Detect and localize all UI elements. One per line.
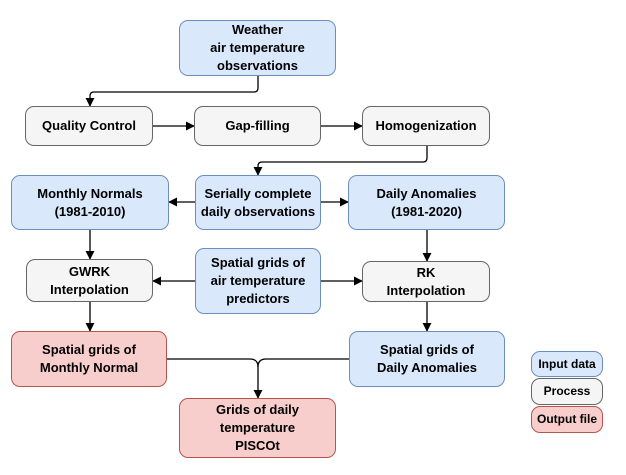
node-weather-observations: Weather air temperature observations (179, 20, 336, 76)
node-spatial-predictors: Spatial grids of air temperature predict… (195, 248, 321, 314)
node-gwrk-interpolation: GWRK Interpolation (26, 259, 153, 302)
node-pisco-output: Grids of daily temperature PISCOt (179, 398, 336, 458)
node-homogenization: Homogenization (362, 106, 490, 146)
arrow-grids-monthly-to-output (167, 358, 263, 399)
node-serially-complete: Serially complete daily observations (195, 175, 321, 230)
node-grids-daily-anomalies: Spatial grids of Daily Anomalies (349, 331, 505, 387)
node-monthly-normals: Monthly Normals (1981-2010) (11, 175, 169, 230)
node-quality-control: Quality Control (25, 106, 153, 146)
arrow-weather-to-qc (85, 76, 259, 107)
legend-output-file: Output file (531, 406, 603, 433)
node-gap-filling: Gap-filling (194, 106, 321, 146)
legend-process: Process (531, 378, 603, 405)
node-daily-anomalies: Daily Anomalies (1981-2020) (348, 175, 505, 230)
node-grids-monthly-normal: Spatial grids of Monthly Normal (11, 331, 167, 387)
legend-input-data: Input data (531, 351, 603, 377)
node-rk-interpolation: RK Interpolation (362, 261, 490, 302)
arrow-grids-daily-join (257, 358, 349, 368)
arrow-homogenization-to-serial (253, 146, 428, 176)
